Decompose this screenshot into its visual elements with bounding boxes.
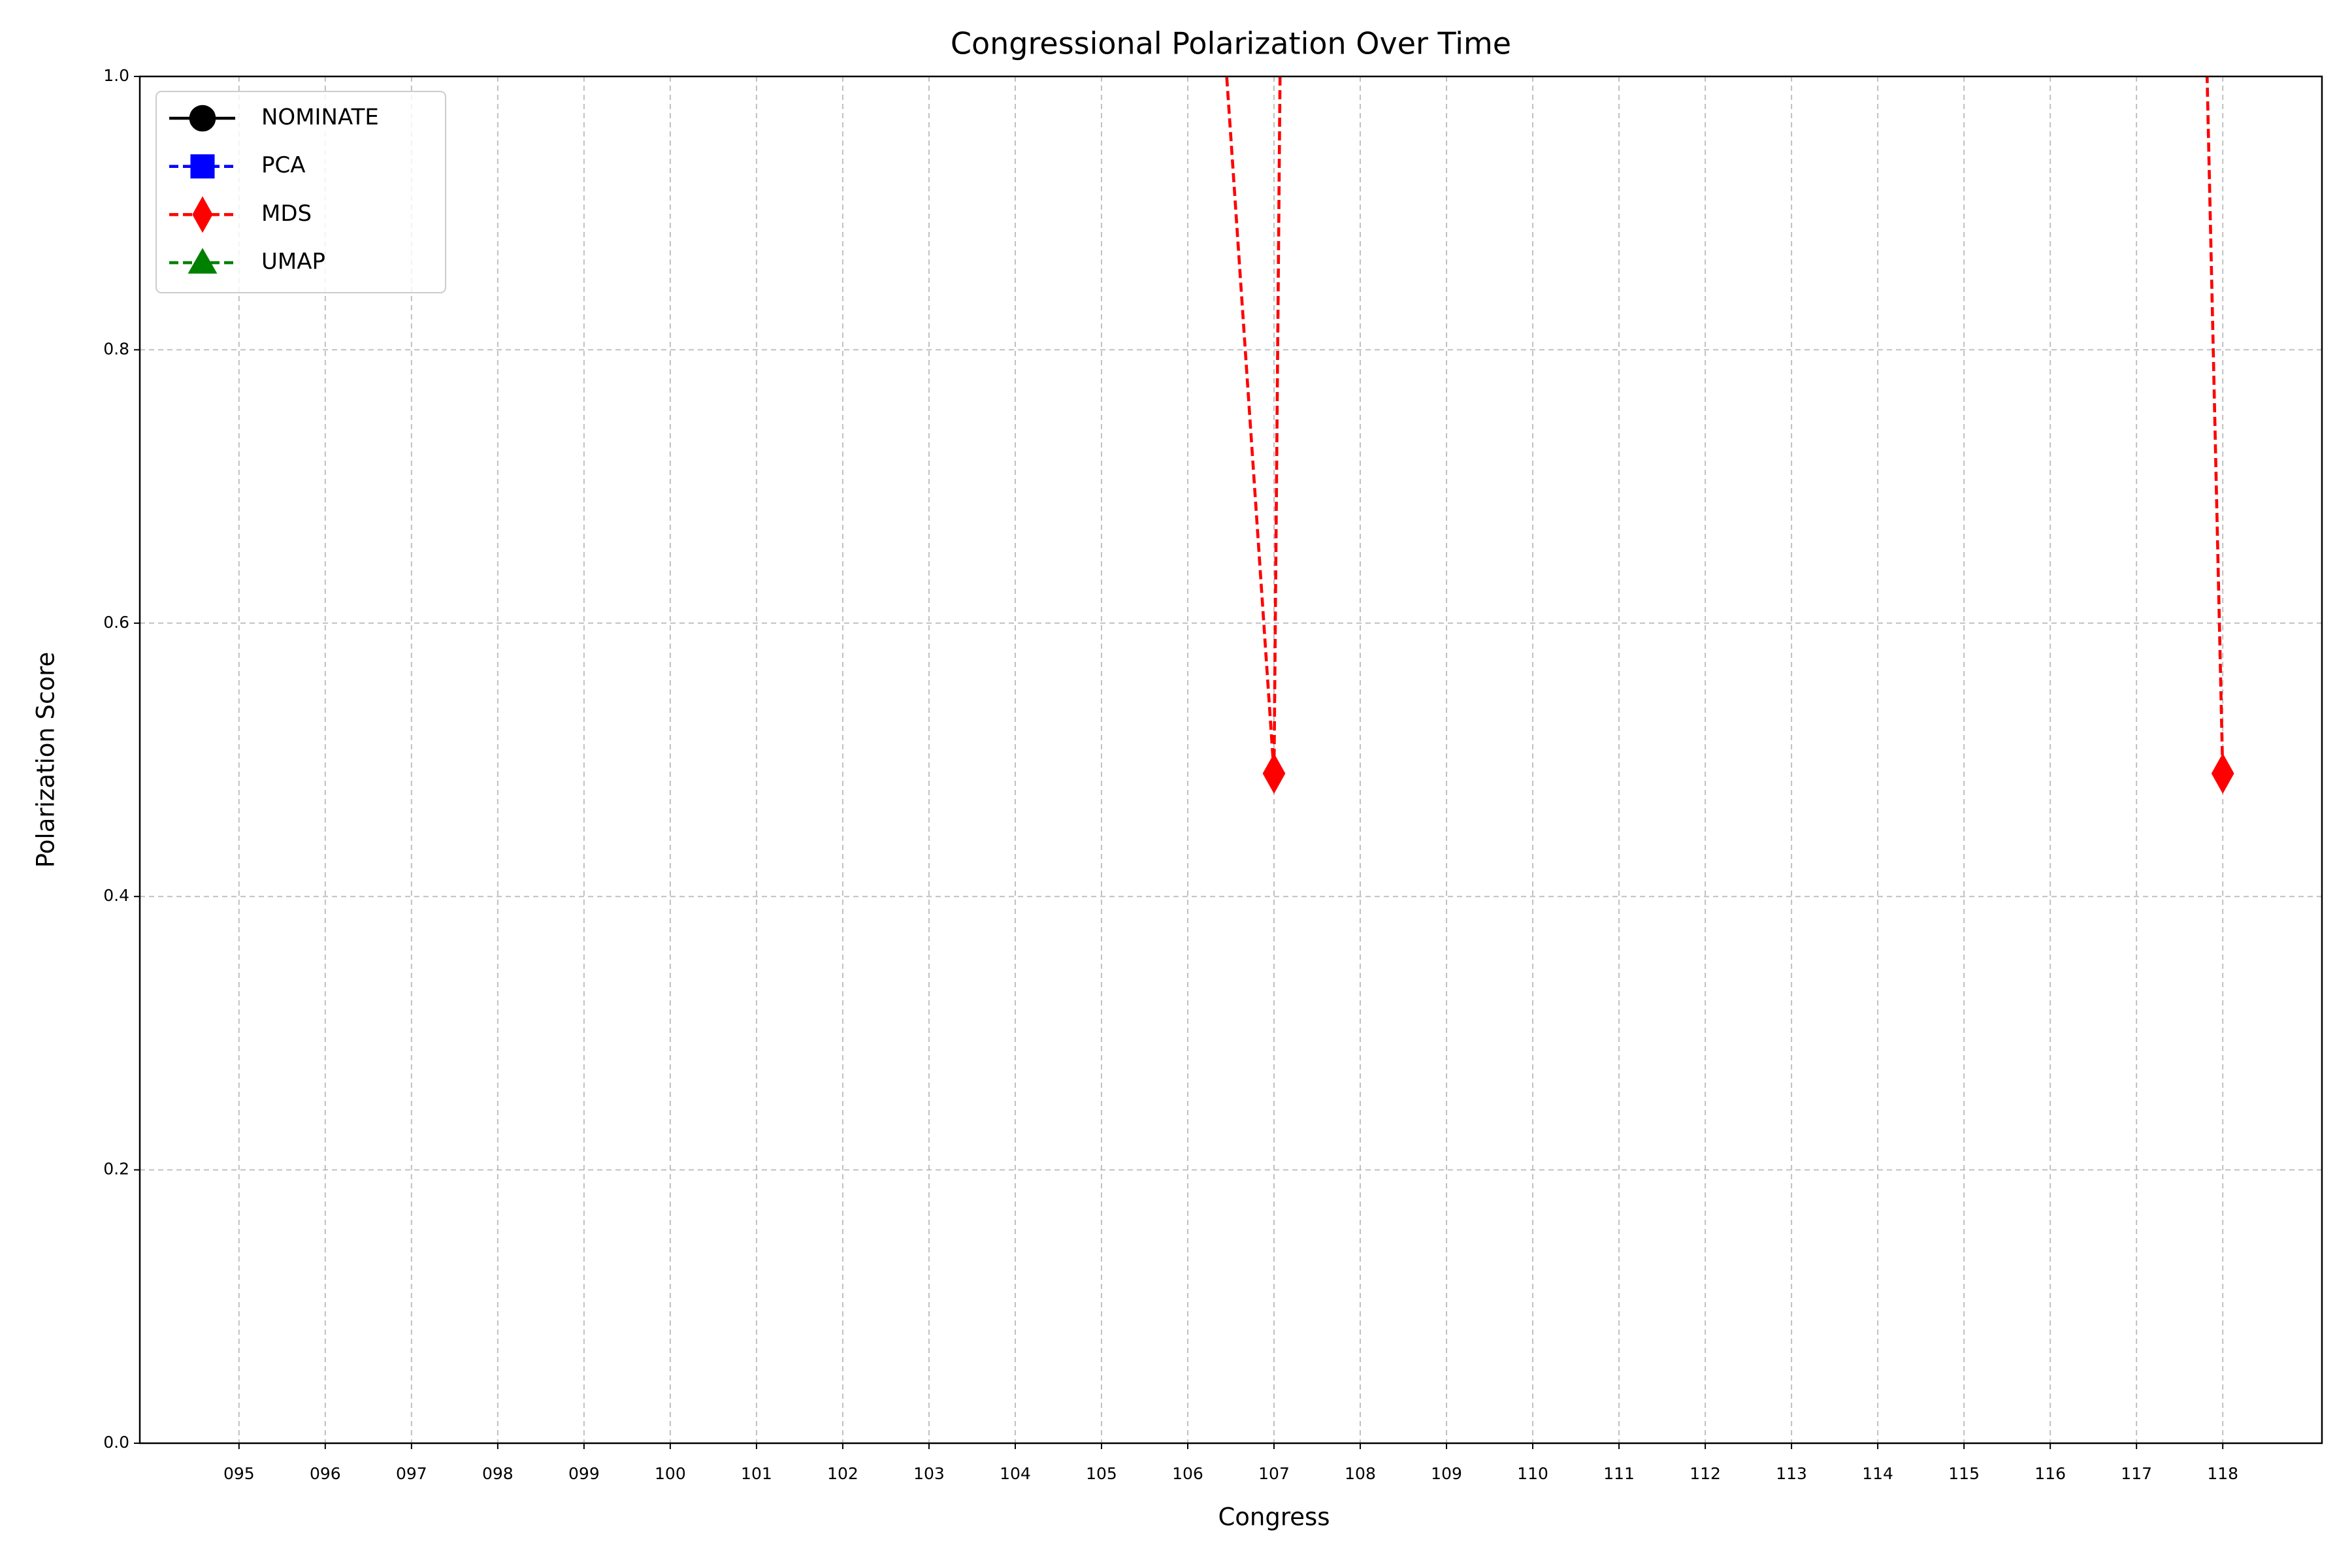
- x-tick-label: 099: [568, 1464, 600, 1483]
- y-tick-label: 0.6: [103, 613, 129, 632]
- x-tick-label: 104: [1000, 1464, 1031, 1483]
- marker: [1262, 753, 1286, 794]
- x-tick-label: 115: [1948, 1464, 1980, 1483]
- legend-box: [155, 91, 446, 293]
- marker: [190, 154, 215, 179]
- marker: [189, 105, 216, 132]
- x-tick-label: 098: [482, 1464, 514, 1483]
- x-tick-label: 114: [1862, 1464, 1893, 1483]
- x-tick-label: 110: [1517, 1464, 1548, 1483]
- legend-label: UMAP: [261, 249, 325, 275]
- chart-title: Congressional Polarization Over Time: [951, 26, 1511, 61]
- x-tick-label: 111: [1603, 1464, 1635, 1483]
- y-axis-label: Polarization Score: [32, 652, 60, 868]
- x-axis-label: Congress: [1218, 1503, 1330, 1531]
- legend-label: NOMINATE: [261, 105, 379, 131]
- y-tick-label: 0.8: [103, 339, 129, 358]
- x-tick-label: 117: [2121, 1464, 2152, 1483]
- x-tick-label: 100: [655, 1464, 686, 1483]
- x-tick-label: 109: [1431, 1464, 1462, 1483]
- x-tick-label: 118: [2207, 1464, 2238, 1483]
- legend-label: PCA: [261, 152, 306, 178]
- x-tick-label: 108: [1345, 1464, 1376, 1483]
- x-tick-label: 105: [1086, 1464, 1117, 1483]
- legend: NOMINATE PCA MDS UMAP: [169, 105, 379, 275]
- series-line: [1225, 76, 2225, 774]
- x-tick-label: 102: [827, 1464, 858, 1483]
- legend-label: MDS: [261, 201, 312, 227]
- x-tick-label: 107: [1258, 1464, 1290, 1483]
- marker: [188, 248, 218, 274]
- y-tick-label: 1.0: [103, 66, 129, 85]
- x-tick-label: 097: [396, 1464, 427, 1483]
- x-tick-label: 113: [1776, 1464, 1807, 1483]
- y-tick-label: 0.4: [103, 886, 129, 905]
- marker: [2211, 753, 2234, 794]
- x-tick-label: 106: [1172, 1464, 1203, 1483]
- grid: [140, 76, 2322, 1444]
- plot-area: [1225, 76, 2234, 794]
- axes: 0.0 0.2 0.4 0.6 0.8 1.0 095 096 097 098 099 100 101 1…: [103, 66, 2238, 1483]
- x-tick-label: 101: [741, 1464, 772, 1483]
- x-tick-label: 103: [913, 1464, 945, 1483]
- y-tick-label: 0.0: [103, 1433, 129, 1452]
- x-tick-label: 116: [2034, 1464, 2066, 1483]
- y-tick-label: 0.2: [103, 1160, 129, 1179]
- x-tick-label: 096: [310, 1464, 341, 1483]
- marker: [192, 196, 213, 233]
- x-tick-label: 112: [1690, 1464, 1721, 1483]
- axes-frame: [139, 75, 2323, 1445]
- x-tick-label: 095: [223, 1464, 255, 1483]
